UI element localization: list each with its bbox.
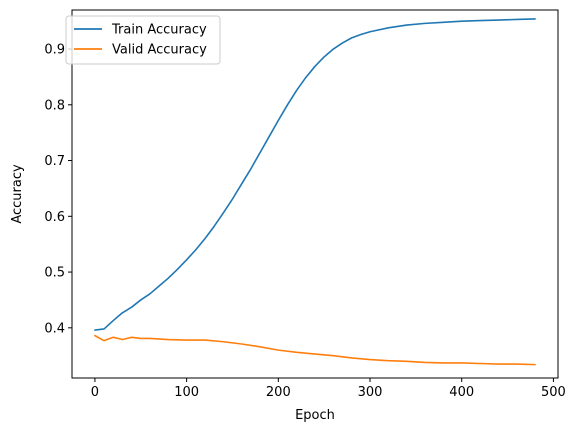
x-tick-label: 400 xyxy=(449,385,474,400)
y-tick-label: 0.7 xyxy=(44,154,65,169)
x-tick-label: 100 xyxy=(174,385,199,400)
y-axis-label: Accuracy xyxy=(10,164,25,224)
x-tick-label: 500 xyxy=(541,385,566,400)
y-tick-label: 0.8 xyxy=(44,98,65,113)
legend-box xyxy=(65,15,221,65)
y-tick-label: 0.5 xyxy=(44,266,65,281)
series-layer xyxy=(94,18,536,366)
y-tick-label: 0.6 xyxy=(44,210,65,225)
x-axis: 0 100 200 300 400 500 xyxy=(91,378,566,400)
plot-frame xyxy=(71,9,559,379)
y-axis: 0.4 0.5 0.6 0.7 0.8 0.9 xyxy=(44,43,72,336)
y-tick-label: 0.9 xyxy=(44,43,65,58)
series-line-train-accuracy xyxy=(94,18,536,331)
series-line-valid-accuracy xyxy=(94,334,536,366)
x-tick-label: 0 xyxy=(91,385,99,400)
x-axis-label: Epoch xyxy=(295,408,335,423)
x-tick-label: 300 xyxy=(358,385,383,400)
y-tick-label: 0.4 xyxy=(44,321,65,336)
legend-label: Train Accuracy xyxy=(111,23,207,38)
x-tick-label: 200 xyxy=(266,385,291,400)
legend: Train Accuracy Valid Accuracy xyxy=(65,15,221,65)
legend-label: Valid Accuracy xyxy=(112,43,207,58)
